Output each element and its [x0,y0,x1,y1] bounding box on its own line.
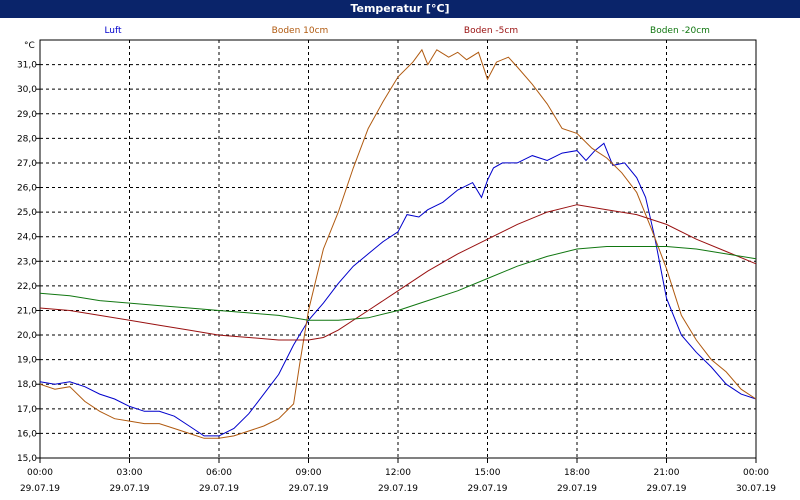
temperature-chart: Luft Boden 10cm Boden -5cm Boden -20cm °C 1… [17,26,776,494]
y-tick-label: 28,0 [17,134,37,144]
x-tick-date-label: 29.07.19 [109,484,149,494]
y-tick-label: 21,0 [17,306,37,316]
x-tick-time-label: 18:00 [564,468,590,478]
y-axis-ticks: 15,0 16,0 17,0 18,0 19,0 20,0 21,0 22,0 23,0 24,0… [17,61,40,464]
x-tick-time-label: 15:00 [475,468,501,478]
y-tick-label: 17,0 [17,405,37,415]
x-tick-time-label: 00:00 [27,468,53,478]
grid-lines [40,40,756,458]
series-lines [39,48,757,439]
series-line-4 [39,246,757,321]
y-tick-label: 16,0 [17,429,37,439]
y-tick-label: 19,0 [17,356,37,366]
legend-entry-2: Boden 10cm [272,26,329,36]
y-tick-label: 27,0 [17,159,37,169]
y-tick-label: 24,0 [17,233,37,243]
series-line-2 [39,48,757,439]
series-line-3 [39,204,757,341]
x-tick-date-label: 29.07.19 [557,484,597,494]
x-tick-time-label: 06:00 [206,468,232,478]
y-tick-label: 15,0 [17,454,37,464]
y-tick-label: 20,0 [17,331,37,341]
y-tick-label: 25,0 [17,208,37,218]
legend-entry-4: Boden -20cm [650,26,710,36]
x-tick-time-label: 09:00 [296,468,322,478]
window-title: Temperatur [°C] [350,2,450,15]
y-tick-label: 18,0 [17,380,37,390]
series-line-1 [39,142,757,437]
x-tick-time-label: 03:00 [117,468,143,478]
y-tick-label: 26,0 [17,184,37,194]
x-tick-date-label: 29.07.19 [199,484,239,494]
y-tick-label: 30,0 [17,85,37,95]
y-axis-unit-label: °C [24,41,35,51]
y-tick-label: 23,0 [17,257,37,267]
window-title-bar: Temperatur [°C] [0,0,800,18]
x-tick-time-label: 00:00 [743,468,769,478]
x-tick-date-label: 29.07.19 [378,484,418,494]
x-tick-date-label: 30.07.19 [736,484,776,494]
legend-entry-1: Luft [104,26,122,36]
x-axis-ticks: 00:00 29.07.19 03:00 29.07.19 06:00 29.07.19 0… [20,458,776,494]
legend-entry-3: Boden -5cm [464,26,518,36]
y-tick-label: 29,0 [17,110,37,120]
x-tick-date-label: 29.07.19 [646,484,686,494]
y-tick-label: 31,0 [17,61,37,71]
x-tick-time-label: 21:00 [654,468,680,478]
x-tick-time-label: 12:00 [385,468,411,478]
x-tick-date-label: 29.07.19 [288,484,328,494]
legend: Luft Boden 10cm Boden -5cm Boden -20cm [104,26,710,36]
x-tick-date-label: 29.07.19 [467,484,507,494]
y-tick-label: 22,0 [17,282,37,292]
x-tick-date-label: 29.07.19 [20,484,60,494]
